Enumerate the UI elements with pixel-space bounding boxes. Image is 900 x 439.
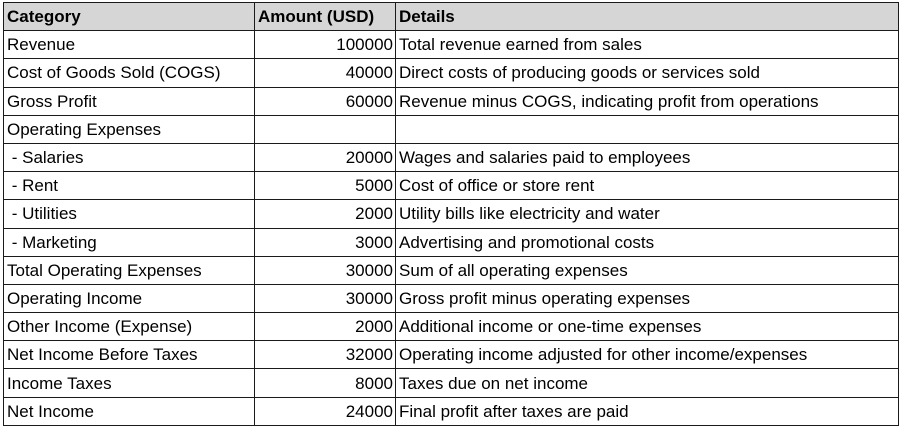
table-row: Net Income Before Taxes 32000 Operating in… <box>3 340 899 370</box>
table-row: Operating Income 30000 Gross profit minus … <box>3 283 899 314</box>
amount-cell[interactable]: 24000 <box>254 396 396 426</box>
column-header-category[interactable]: Category <box>3 1 255 32</box>
income-statement-table: Category Amount (USD) Details Revenue 100… <box>3 1 899 426</box>
amount-cell[interactable]: 20000 <box>254 142 396 173</box>
header-row: Category Amount (USD) Details <box>3 1 899 32</box>
amount-cell[interactable]: 32000 <box>254 340 396 370</box>
table-row: Total Operating Expenses 30000 Sum of all … <box>3 255 899 285</box>
category-cell[interactable]: Total Operating Expenses <box>3 255 255 285</box>
details-cell[interactable]: Wages and salaries paid to employees <box>395 142 899 173</box>
table-row: Cost of Goods Sold (COGS) 40000 Direct cos… <box>3 58 899 88</box>
table-row: - Marketing 3000 Advertising and promotion… <box>3 227 899 257</box>
category-cell[interactable]: Net Income <box>3 396 255 426</box>
table-row: - Salaries 20000 Wages and salaries paid t… <box>3 142 899 173</box>
details-cell[interactable]: Total revenue earned from sales <box>395 30 899 60</box>
category-cell[interactable]: Other Income (Expense) <box>3 312 255 342</box>
category-cell[interactable]: Cost of Goods Sold (COGS) <box>3 58 255 88</box>
category-cell[interactable]: Revenue <box>3 30 255 60</box>
table-row: - Utilities 2000 Utility bills like electr… <box>3 199 899 229</box>
amount-cell[interactable]: 5000 <box>254 171 396 201</box>
amount-cell[interactable]: 2000 <box>254 199 396 229</box>
details-cell[interactable]: Sum of all operating expenses <box>395 255 899 285</box>
column-header-amount[interactable]: Amount (USD) <box>254 1 396 32</box>
table-row: Revenue 100000 Total revenue earned from s… <box>3 30 899 60</box>
details-cell[interactable]: Revenue minus COGS, indicating profit fr… <box>395 86 899 116</box>
table-row: Gross Profit 60000 Revenue minus COGS, ind… <box>3 86 899 116</box>
category-cell[interactable]: Gross Profit <box>3 86 255 116</box>
details-cell[interactable] <box>395 114 899 144</box>
amount-cell[interactable]: 3000 <box>254 227 396 257</box>
details-cell[interactable]: Taxes due on net income <box>395 368 899 398</box>
table-row: Other Income (Expense) 2000 Additional inc… <box>3 312 899 342</box>
details-cell[interactable]: Direct costs of producing goods or servi… <box>395 58 899 88</box>
category-cell[interactable]: - Utilities <box>3 199 255 229</box>
details-cell[interactable]: Final profit after taxes are paid <box>395 396 899 426</box>
amount-cell[interactable]: 30000 <box>254 255 396 285</box>
details-cell[interactable]: Cost of office or store rent <box>395 171 899 201</box>
amount-cell[interactable]: 2000 <box>254 312 396 342</box>
details-cell[interactable]: Additional income or one-time expenses <box>395 312 899 342</box>
table-row: Operating Expenses <box>3 114 899 144</box>
table-row: Income Taxes 8000 Taxes due on net income <box>3 368 899 398</box>
category-cell[interactable]: Operating Expenses <box>3 114 255 144</box>
category-cell[interactable]: Operating Income <box>3 283 255 314</box>
details-cell[interactable]: Gross profit minus operating expenses <box>395 283 899 314</box>
table-body: Revenue 100000 Total revenue earned from s… <box>3 30 899 426</box>
amount-cell[interactable]: 40000 <box>254 58 396 88</box>
details-cell[interactable]: Operating income adjusted for other inco… <box>395 340 899 370</box>
category-cell[interactable]: Income Taxes <box>3 368 255 398</box>
amount-cell[interactable]: 100000 <box>254 30 396 60</box>
table-row: - Rent 5000 Cost of office or store rent <box>3 171 899 201</box>
category-cell[interactable]: - Salaries <box>3 142 255 173</box>
details-cell[interactable]: Utility bills like electricity and water <box>395 199 899 229</box>
details-cell[interactable]: Advertising and promotional costs <box>395 227 899 257</box>
amount-cell[interactable]: 30000 <box>254 283 396 314</box>
category-cell[interactable]: - Rent <box>3 171 255 201</box>
category-cell[interactable]: Net Income Before Taxes <box>3 340 255 370</box>
amount-cell[interactable]: 60000 <box>254 86 396 116</box>
amount-cell[interactable]: 8000 <box>254 368 396 398</box>
amount-cell[interactable] <box>254 114 396 144</box>
table-row: Net Income 24000 Final profit after taxes … <box>3 396 899 426</box>
category-cell[interactable]: - Marketing <box>3 227 255 257</box>
column-header-details[interactable]: Details <box>395 1 899 32</box>
